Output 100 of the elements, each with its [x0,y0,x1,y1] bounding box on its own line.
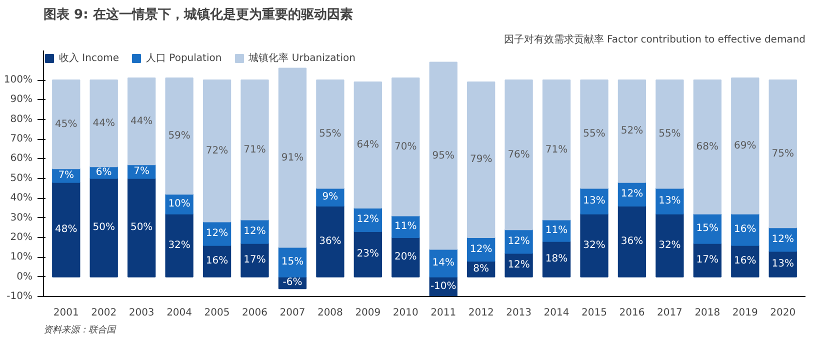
y-tick-label: 50% [10,172,33,184]
x-tick-label: 2014 [544,308,570,318]
text: 资料来源：联合国 [44,324,116,336]
y-tick-label: 100% [4,74,33,86]
bar [656,80,684,189]
data-label: 44% [130,116,153,127]
data-label: 15% [281,256,304,268]
bar [731,78,760,214]
data-label: 12% [470,244,492,255]
data-label: 23% [356,248,380,260]
data-label: 55% [319,128,342,140]
bar [693,242,722,278]
data-label: -10% [430,281,456,292]
x-tick-label: 2020 [770,308,796,318]
data-label: 15% [696,223,719,234]
data-label: 12% [356,214,380,226]
bar [504,80,533,230]
bar [580,80,608,189]
data-label: 72% [206,145,228,156]
bar [693,80,722,214]
bar [618,80,646,183]
bar [316,205,344,278]
bar [768,80,797,228]
data-label: 6% [96,167,112,178]
data-label: 79% [470,154,492,166]
data-label: 95% [432,150,454,162]
bar [542,80,571,220]
y-tick-label: 60% [10,153,33,164]
data-label: 12% [206,228,228,240]
data-label: 48% [55,224,78,236]
data-label: 76% [508,149,530,160]
data-label: 16% [206,256,228,267]
bar [278,68,307,248]
x-tick-label: 2015 [582,308,607,318]
x-tick-label: 2003 [128,308,154,318]
x-tick-label: 2018 [694,308,720,318]
y-tick-label: 90% [10,94,33,106]
data-label: 52% [620,126,644,137]
data-label: 59% [168,130,190,142]
bar [240,80,269,220]
data-label: 32% [658,240,681,251]
x-tick-label: 2006 [242,308,268,318]
legend-label: 城镇化率 Urbanization [248,52,356,65]
data-label: 11% [394,221,417,232]
data-label: 12% [772,234,794,245]
bar [128,78,156,166]
data-label: 11% [545,225,568,236]
data-label: 12% [508,260,530,271]
data-label: 64% [356,139,380,150]
bar [52,182,80,278]
data-label: 12% [244,226,266,238]
data-label: 69% [734,140,756,152]
data-label: 68% [696,141,719,152]
bar [392,236,420,278]
y-tick-label: 0% [16,271,33,282]
data-label: -6% [282,277,302,288]
bar [165,78,194,195]
bar [580,213,608,278]
data-label: 9% [322,192,338,203]
data-label: 16% [734,256,756,267]
data-label: 14% [432,258,454,269]
data-label: 7% [134,166,150,178]
data-label: 16% [734,224,756,236]
bar [90,80,118,168]
x-tick-label: 2008 [317,308,343,318]
bar [240,242,269,278]
x-tick-label: 2004 [166,308,192,318]
data-label: 45% [55,118,78,130]
data-label: 36% [620,236,644,247]
x-tick-label: 2005 [204,308,230,318]
data-label: 71% [545,144,568,156]
y-tick-label: 10% [10,252,33,263]
data-label: 32% [583,240,606,251]
data-label: 13% [658,196,681,207]
data-label: 8% [473,263,490,274]
x-tick-label: 2016 [619,308,645,318]
data-label: 32% [168,240,190,251]
data-label: 71% [244,144,266,156]
data-label: 50% [130,222,153,234]
bar [429,62,458,250]
data-label: 75% [772,148,794,160]
x-tick-label: 2002 [91,308,117,318]
data-label: 18% [545,254,568,265]
bar [165,213,194,278]
bar [90,178,118,278]
data-label: 13% [583,196,606,207]
legend-label: 收入 Income [59,52,119,65]
y-tick-label: 20% [10,232,33,243]
bar [656,213,684,278]
data-label: 50% [92,222,115,234]
y-tick-label: 40% [10,192,33,204]
data-label: 12% [508,236,530,247]
bar [202,80,232,222]
chart-title: 图表 9: 在这一情景下，城镇化是更为重要的驱动因素 [44,6,353,22]
data-label: 70% [394,141,417,152]
y-tick-label: 70% [10,134,33,145]
legend-label: 人口 Population [146,52,222,65]
data-label: 20% [394,252,417,263]
y-tick-label: 80% [10,114,33,125]
x-tick-label: 2017 [656,308,682,318]
